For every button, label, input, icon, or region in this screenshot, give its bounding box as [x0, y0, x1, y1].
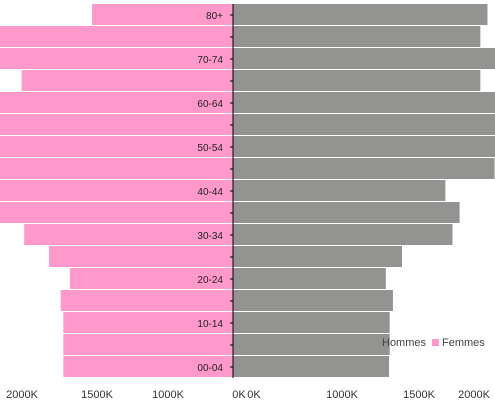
x-tick-label-left: 2000K [6, 389, 38, 401]
bar-femmes-50-54 [0, 136, 233, 157]
x-tick-label-right: 1000K [326, 389, 358, 401]
legend-swatch-femmes [432, 339, 439, 346]
age-label-00-04: 00-04 [197, 363, 223, 374]
legend: Hommes Femmes [372, 337, 485, 349]
bar-hommes-00-04 [233, 356, 390, 377]
bar-hommes-70-74 [233, 48, 495, 69]
bar-femmes-70-74 [0, 48, 233, 69]
bar-hommes-65-69 [233, 70, 481, 91]
bar-femmes-60-64 [0, 92, 234, 113]
bar-hommes-40-44 [233, 180, 446, 201]
bar-femmes-30-34 [24, 224, 234, 245]
x-tick-label-left: 0K [232, 389, 246, 401]
age-label-40-44: 40-44 [197, 187, 223, 198]
bar-femmes-75-79 [0, 26, 234, 47]
bar-femmes-35-39 [0, 202, 234, 223]
x-tick-label-left: 1500K [81, 389, 113, 401]
bar-femmes-80+ [92, 4, 233, 25]
femmes-bars [0, 4, 234, 377]
x-tick-label-right: 0K [247, 389, 261, 401]
x-tick-labels: 2000K 1500K 1000K 0K 0K 1000K 1500K 2000K [6, 389, 490, 401]
hommes-bars [233, 4, 495, 377]
bar-hommes-45-49 [233, 158, 495, 179]
bar-hommes-60-64 [233, 92, 495, 113]
x-tick-label-right: 1500K [403, 389, 435, 401]
legend-label-femmes: Femmes [442, 337, 485, 349]
bar-femmes-55-59 [0, 114, 233, 135]
bar-femmes-05-09 [63, 334, 233, 355]
age-ticks [230, 14, 233, 368]
bar-hommes-35-39 [233, 202, 460, 223]
bar-hommes-75-79 [233, 26, 481, 47]
bar-hommes-10-14 [233, 312, 390, 333]
age-label-80+: 80+ [206, 11, 223, 22]
bar-hommes-20-24 [233, 268, 386, 289]
age-label-30-34: 30-34 [197, 231, 223, 242]
bar-femmes-25-29 [48, 246, 234, 267]
bar-hommes-55-59 [233, 114, 495, 135]
x-tick-label-left: 1000K [152, 389, 184, 401]
bar-hommes-25-29 [233, 246, 402, 267]
bar-hommes-30-34 [233, 224, 453, 245]
legend-label-hommes: Hommes [382, 337, 427, 349]
bar-femmes-20-24 [69, 268, 233, 289]
age-label-70-74: 70-74 [197, 55, 223, 66]
bar-femmes-65-69 [21, 70, 234, 91]
age-label-20-24: 20-24 [197, 275, 223, 286]
bar-femmes-00-04 [63, 356, 233, 377]
age-label-60-64: 60-64 [197, 99, 223, 110]
bar-hommes-50-54 [233, 136, 495, 157]
x-tick-label-right: 2000K [458, 389, 490, 401]
age-label-10-14: 10-14 [197, 319, 223, 330]
bar-hommes-80+ [233, 4, 488, 25]
legend-swatch-hommes [372, 339, 379, 346]
bar-femmes-10-14 [63, 312, 233, 333]
bar-femmes-15-19 [60, 290, 233, 311]
bar-hommes-05-09 [233, 334, 390, 355]
bar-hommes-15-19 [233, 290, 393, 311]
age-labels: 00-04 10-14 20-24 30-34 40-44 50-54 60-64 70-74… [197, 11, 223, 374]
bar-femmes-40-44 [0, 180, 233, 201]
age-label-50-54: 50-54 [197, 143, 223, 154]
bar-femmes-45-49 [0, 158, 234, 179]
